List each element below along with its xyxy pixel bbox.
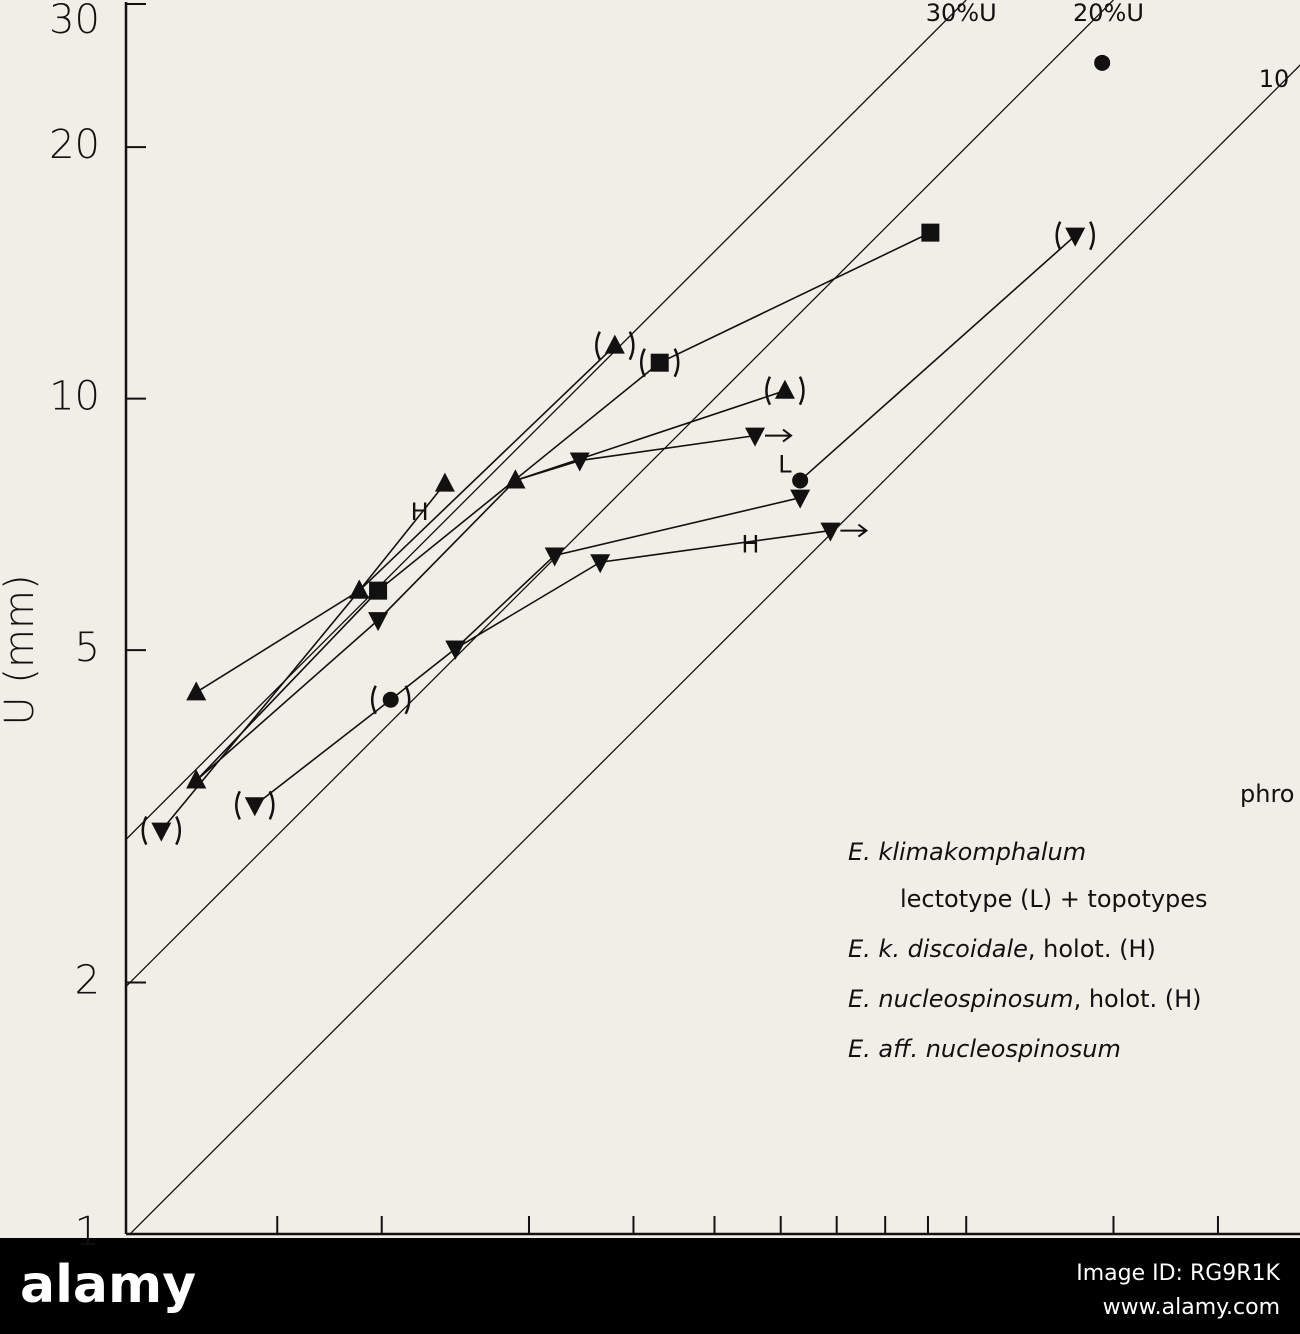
legend-species: E. klimakomphalum: [848, 838, 1086, 866]
legend-note: , holot. (H): [1074, 985, 1202, 1013]
y-tick-label: 10: [49, 374, 100, 420]
marker-down: [790, 489, 811, 509]
reference-label: 10: [1259, 65, 1290, 93]
annotation: L: [778, 450, 792, 478]
y-axis-title: U (mm): [0, 574, 43, 725]
legend-entry: lectotype (L) + topotypes: [900, 885, 1208, 913]
legend-entry: E. nucleospinosum, holot. (H): [848, 985, 1202, 1013]
marker-up: [434, 472, 455, 492]
marker-down: [745, 427, 766, 447]
legend-entry: E. k. discoidale, holot. (H): [848, 935, 1156, 963]
marker-down: [1065, 227, 1086, 247]
annotation: H: [741, 531, 759, 559]
reference-line: [127, 0, 967, 840]
marker-paren: [235, 790, 275, 820]
marker-down: [445, 640, 466, 660]
marker-paren: [639, 348, 680, 378]
track-line: [195, 389, 786, 782]
marker-down: [151, 822, 172, 842]
marker-up: [774, 379, 795, 399]
marker-square: [369, 581, 388, 600]
marker-arrow: [765, 428, 793, 443]
marker-circle: [382, 691, 399, 708]
marker-paren: [595, 331, 635, 361]
marker-down: [590, 554, 611, 574]
y-tick-label: 1: [75, 1209, 100, 1255]
marker-circle: [792, 472, 809, 489]
marker-up: [505, 469, 526, 489]
y-tick-label: 30: [49, 0, 100, 43]
reference-label: 30%U: [926, 0, 997, 27]
legend-species: E. nucleospinosum: [848, 985, 1074, 1013]
marker-down: [820, 522, 841, 542]
legend-note: lectotype (L) + topotypes: [900, 885, 1208, 913]
marker-up: [186, 681, 207, 701]
reference-line: [127, 0, 1114, 987]
annotation: H: [411, 498, 429, 526]
marker-up: [349, 579, 370, 599]
legend-entry: E. aff. nucleospinosum: [848, 1035, 1121, 1063]
marker-arrow: [840, 523, 869, 538]
marker-square: [921, 223, 940, 242]
y-tick-label: 20: [49, 122, 100, 168]
marker-up: [604, 334, 625, 354]
reference-label: 20%U: [1073, 0, 1144, 27]
y-tick-label: 2: [75, 958, 100, 1004]
legend-note: , holot. (H): [1028, 935, 1156, 963]
legend-species: E. k. discoidale: [848, 935, 1028, 963]
legend-species: E. aff. nucleospinosum: [848, 1035, 1121, 1063]
plot-area: [127, 0, 1300, 1234]
marker-down: [569, 452, 590, 472]
marker-down: [544, 547, 565, 567]
marker-circle: [1094, 54, 1111, 71]
marker-down: [244, 797, 265, 817]
watermark-url: www.alamy.com: [1103, 1295, 1280, 1320]
y-tick-label: 5: [75, 625, 100, 671]
marker-paren: [1055, 221, 1095, 251]
marker-paren: [765, 376, 805, 406]
watermark-logo: alamy: [20, 1255, 196, 1315]
marker-square: [650, 353, 669, 372]
marker-down: [368, 612, 389, 632]
cropped-text: phro: [1240, 780, 1294, 808]
legend-entry: E. klimakomphalum: [848, 838, 1086, 866]
marker-up: [186, 769, 207, 789]
reference-line: [129, 64, 1300, 1234]
track-line: [799, 235, 1076, 482]
watermark-bar: [0, 1238, 1300, 1334]
marker-paren: [370, 685, 411, 715]
watermark-id: Image ID: RG9R1K: [1076, 1261, 1280, 1286]
marker-paren: [141, 816, 182, 846]
